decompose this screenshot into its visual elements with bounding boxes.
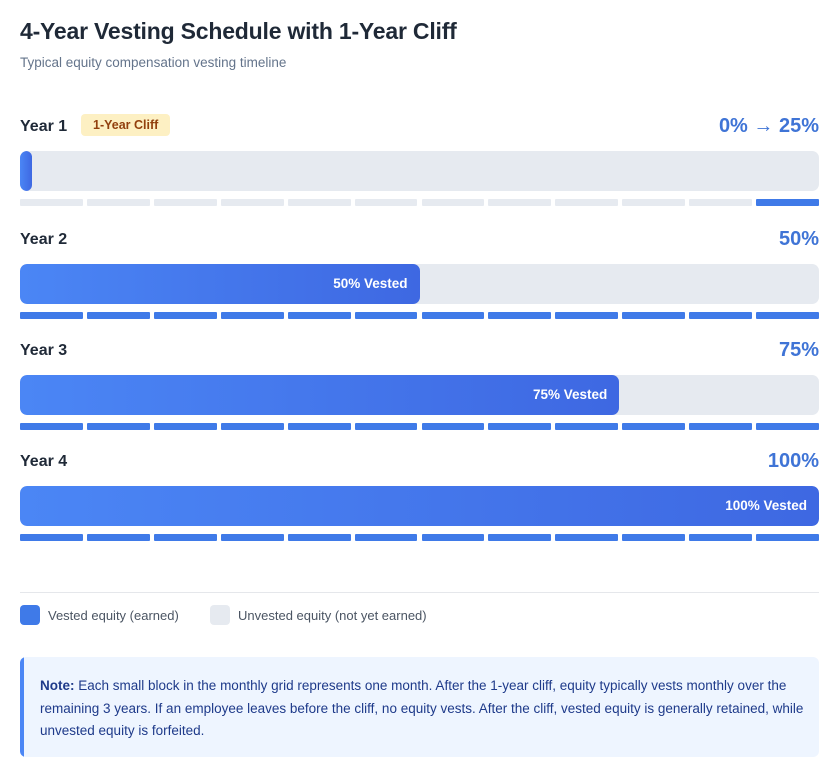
- monthly-grid: [20, 312, 819, 319]
- year-percent-label: 0% → 25%: [718, 115, 819, 137]
- month-block: [153, 312, 217, 319]
- month-block: [689, 312, 753, 319]
- month-block: [287, 423, 351, 430]
- month-block: [354, 423, 418, 430]
- month-block: [220, 199, 284, 206]
- month-block: [354, 312, 418, 319]
- month-block: [488, 199, 552, 206]
- year-3-row: Year 3 75% 75% Vested: [20, 339, 819, 442]
- year-percent-label: 75%: [778, 339, 819, 361]
- monthly-grid: [20, 534, 819, 541]
- month-block: [689, 534, 753, 541]
- month-block: [421, 312, 485, 319]
- month-block: [354, 534, 418, 541]
- year-percent-label: 100%: [767, 450, 819, 472]
- month-block: [86, 423, 150, 430]
- month-block: [287, 534, 351, 541]
- month-block: [622, 199, 686, 206]
- month-block: [555, 423, 619, 430]
- month-block: [421, 423, 485, 430]
- year-label: Year 2: [20, 231, 68, 248]
- progress-track: [20, 151, 819, 191]
- bar-value-label: 50% Vested: [333, 276, 408, 291]
- note-lead: Note:: [40, 678, 75, 693]
- month-block: [86, 312, 150, 319]
- month-block: [555, 312, 619, 319]
- month-block: [488, 423, 552, 430]
- vested-swatch: [20, 605, 40, 625]
- note-accent-bar: [20, 657, 24, 757]
- year-2-row: Year 2 50% 50% Vested: [20, 228, 819, 331]
- progress-bar: 100% Vested: [20, 486, 819, 526]
- year-label: Year 3: [20, 342, 68, 359]
- month-block: [689, 199, 753, 206]
- unvested-swatch: [210, 605, 230, 625]
- month-block: [689, 423, 753, 430]
- legend-divider: [20, 592, 819, 593]
- month-block: [153, 534, 217, 541]
- progress-track: 100% Vested: [20, 486, 819, 526]
- bar-value-label: 100% Vested: [725, 498, 807, 513]
- month-block: [622, 312, 686, 319]
- year-percent-label: 50%: [778, 228, 819, 250]
- legend: Vested equity (earned) Unvested equity (…: [20, 605, 819, 625]
- month-block: [220, 312, 284, 319]
- month-block: [756, 312, 819, 319]
- month-block: [287, 199, 351, 206]
- progress-bar: [20, 151, 32, 191]
- month-block: [488, 534, 552, 541]
- month-block: [756, 199, 819, 206]
- month-block: [86, 199, 150, 206]
- monthly-grid: [20, 199, 819, 206]
- note-body: Each small block in the monthly grid rep…: [40, 678, 804, 738]
- month-block: [20, 199, 83, 206]
- month-block: [287, 312, 351, 319]
- month-block: [86, 534, 150, 541]
- month-block: [354, 199, 418, 206]
- month-block: [421, 534, 485, 541]
- progress-bar: 75% Vested: [20, 375, 620, 415]
- legend-label: Unvested equity (not yet earned): [238, 608, 427, 623]
- month-block: [421, 199, 485, 206]
- month-block: [220, 423, 284, 430]
- month-block: [622, 423, 686, 430]
- monthly-grid: [20, 423, 819, 430]
- month-block: [622, 534, 686, 541]
- year-label: Year 4: [20, 453, 68, 470]
- bar-value-label: 75% Vested: [532, 387, 608, 402]
- year-4-row: Year 4 100% 100% Vested: [20, 450, 819, 553]
- month-block: [153, 423, 217, 430]
- month-block: [20, 534, 83, 541]
- chart-title: 4-Year Vesting Schedule with 1-Year Clif…: [20, 18, 457, 44]
- month-block: [20, 312, 83, 319]
- progress-track: 50% Vested: [20, 264, 819, 304]
- cliff-badge: 1-Year Cliff: [81, 114, 171, 136]
- progress-bar: 50% Vested: [20, 264, 420, 304]
- note-text: Note: Each small block in the monthly gr…: [40, 675, 804, 743]
- note-box: Note: Each small block in the monthly gr…: [20, 657, 819, 757]
- month-block: [220, 534, 284, 541]
- chart-subtitle: Typical equity compensation vesting time…: [20, 55, 287, 70]
- legend-label: Vested equity (earned): [48, 608, 179, 623]
- year-label: Year 1: [20, 118, 68, 135]
- month-block: [756, 423, 819, 430]
- month-block: [153, 199, 217, 206]
- month-block: [555, 534, 619, 541]
- progress-track: 75% Vested: [20, 375, 819, 415]
- year-1-row: Year 1 1-Year Cliff 0% → 25%: [20, 114, 819, 218]
- month-block: [488, 312, 552, 319]
- month-block: [555, 199, 619, 206]
- month-block: [20, 423, 83, 430]
- month-block: [756, 534, 819, 541]
